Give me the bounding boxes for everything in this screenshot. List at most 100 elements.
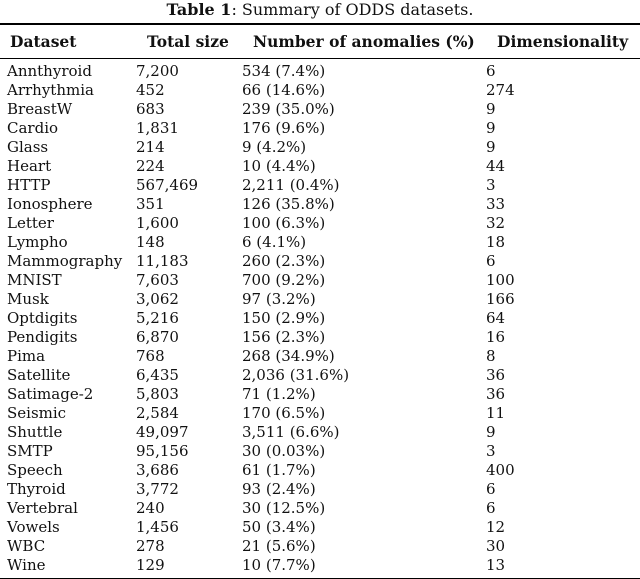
table-cell: MNIST bbox=[7, 271, 62, 289]
table-cell: Cardio bbox=[7, 119, 59, 137]
table-cell: 278 bbox=[136, 537, 165, 555]
table-cell: 534 (7.4%) bbox=[242, 62, 326, 80]
table-cell: HTTP bbox=[7, 176, 51, 194]
table-cell: Satimage-2 bbox=[7, 385, 94, 403]
table-cell: 166 bbox=[486, 290, 515, 308]
table-cell: 10 (4.4%) bbox=[242, 157, 316, 175]
table-row: SMTP 95,156 30 (0.03%) 3 bbox=[0, 442, 640, 461]
table-cell: 6 bbox=[486, 480, 496, 498]
table-cell: 33 bbox=[486, 195, 506, 213]
table-cell: Seismic bbox=[7, 404, 67, 422]
table-cell: 156 (2.3%) bbox=[242, 328, 326, 346]
table-cell: Vertebral bbox=[7, 499, 78, 517]
table-cell: 239 (35.0%) bbox=[242, 100, 335, 118]
table-row: Seismic 2,584 170 (6.5%) 11 bbox=[0, 404, 640, 423]
table-cell: Heart bbox=[7, 157, 52, 175]
table-cell: 400 bbox=[486, 461, 515, 479]
column-header-dataset: Dataset bbox=[0, 24, 129, 59]
table-row: Glass 214 9 (4.2%) 9 bbox=[0, 138, 640, 157]
table-cell: 11 bbox=[486, 404, 506, 422]
table-caption-label: Table 1 bbox=[166, 0, 232, 19]
table-cell: 64 bbox=[486, 309, 506, 327]
table-cell: Ionosphere bbox=[7, 195, 93, 213]
table-cell: 9 (4.2%) bbox=[242, 138, 307, 156]
table-cell: 2,211 (0.4%) bbox=[242, 176, 340, 194]
table-cell: Optdigits bbox=[7, 309, 78, 327]
table-cell: 2,036 (31.6%) bbox=[242, 366, 350, 384]
table-cell: 36 bbox=[486, 385, 506, 403]
table-cell: SMTP bbox=[7, 442, 53, 460]
table-cell: 3,511 (6.6%) bbox=[242, 423, 340, 441]
table-row: Annthyroid 7,200 534 (7.4%) 6 bbox=[0, 59, 640, 82]
table-cell: Annthyroid bbox=[7, 62, 92, 80]
table-cell: 1,456 bbox=[136, 518, 179, 536]
table-cell: 214 bbox=[136, 138, 165, 156]
table-row: Pendigits 6,870 156 (2.3%) 16 bbox=[0, 328, 640, 347]
table-cell: 8 bbox=[486, 347, 496, 365]
table-row: Mammography 11,183 260 (2.3%) 6 bbox=[0, 252, 640, 271]
table-cell: 10 (7.7%) bbox=[242, 556, 316, 574]
table-row: Vertebral 240 30 (12.5%) 6 bbox=[0, 499, 640, 518]
table-cell: Wine bbox=[7, 556, 46, 574]
table-row: WBC 278 21 (5.6%) 30 bbox=[0, 537, 640, 556]
table-cell: 30 (12.5%) bbox=[242, 499, 326, 517]
table-row: MNIST 7,603 700 (9.2%) 100 bbox=[0, 271, 640, 290]
table-cell: 6 bbox=[486, 62, 496, 80]
table-cell: 12 bbox=[486, 518, 506, 536]
table-cell: Letter bbox=[7, 214, 54, 232]
table-cell: 21 (5.6%) bbox=[242, 537, 316, 555]
column-header-total-size: Total size bbox=[129, 24, 235, 59]
table-cell: 7,200 bbox=[136, 62, 179, 80]
column-header-anomalies: Number of anomalies (%) bbox=[235, 24, 479, 59]
table-cell: 274 bbox=[486, 81, 515, 99]
table-row: Optdigits 5,216 150 (2.9%) 64 bbox=[0, 309, 640, 328]
table-cell: 9 bbox=[486, 138, 496, 156]
table-cell: 93 (2.4%) bbox=[242, 480, 316, 498]
table-cell: 6 bbox=[486, 499, 496, 517]
table-row: BreastW 683 239 (35.0%) 9 bbox=[0, 100, 640, 119]
table-row: Pima 768 268 (34.9%) 8 bbox=[0, 347, 640, 366]
table-row: Musk 3,062 97 (3.2%) 166 bbox=[0, 290, 640, 309]
table-cell: Pendigits bbox=[7, 328, 78, 346]
table-cell: 16 bbox=[486, 328, 506, 346]
table-cell: 260 (2.3%) bbox=[242, 252, 326, 270]
table-row: Heart 224 10 (4.4%) 44 bbox=[0, 157, 640, 176]
table-cell: 32 bbox=[486, 214, 506, 232]
table-cell: 148 bbox=[136, 233, 165, 251]
table-cell: 9 bbox=[486, 119, 496, 137]
table-row: Satellite 6,435 2,036 (31.6%) 36 bbox=[0, 366, 640, 385]
table-cell: 1,831 bbox=[136, 119, 179, 137]
table-caption-text: : Summary of ODDS datasets. bbox=[231, 0, 474, 19]
table-cell: 452 bbox=[136, 81, 165, 99]
table-cell: 170 (6.5%) bbox=[242, 404, 326, 422]
table-cell: 3,062 bbox=[136, 290, 179, 308]
table-cell: 567,469 bbox=[136, 176, 199, 194]
table-cell: 36 bbox=[486, 366, 506, 384]
table-cell: 683 bbox=[136, 100, 165, 118]
table-cell: 129 bbox=[136, 556, 165, 574]
table-cell: 2,584 bbox=[136, 404, 179, 422]
table-cell: 5,216 bbox=[136, 309, 179, 327]
table-cell: Pima bbox=[7, 347, 46, 365]
table-row: Cardio 1,831 176 (9.6%) 9 bbox=[0, 119, 640, 138]
table-cell: 3 bbox=[486, 442, 496, 460]
table-cell: 95,156 bbox=[136, 442, 189, 460]
table-cell: Lympho bbox=[7, 233, 68, 251]
table-cell: 11,183 bbox=[136, 252, 189, 270]
table-cell: 97 (3.2%) bbox=[242, 290, 316, 308]
table-body: Annthyroid 7,200 534 (7.4%) 6 Arrhythmia 452 6… bbox=[0, 59, 640, 579]
table-cell: Glass bbox=[7, 138, 49, 156]
table-header-row: Dataset Total size Number of anomalies (… bbox=[0, 24, 640, 59]
table-cell: 9 bbox=[486, 423, 496, 441]
table-row: HTTP 567,469 2,211 (0.4%) 3 bbox=[0, 176, 640, 195]
table-cell: 126 (35.8%) bbox=[242, 195, 335, 213]
table-row: Ionosphere 351 126 (35.8%) 33 bbox=[0, 195, 640, 214]
table-cell: 49,097 bbox=[136, 423, 189, 441]
table-caption: Table 1: Summary of ODDS datasets. bbox=[0, 0, 640, 23]
table-cell: 100 (6.3%) bbox=[242, 214, 326, 232]
table-cell: Musk bbox=[7, 290, 49, 308]
table-cell: 50 (3.4%) bbox=[242, 518, 316, 536]
table-cell: Satellite bbox=[7, 366, 71, 384]
table-row: Satimage-2 5,803 71 (1.2%) 36 bbox=[0, 385, 640, 404]
